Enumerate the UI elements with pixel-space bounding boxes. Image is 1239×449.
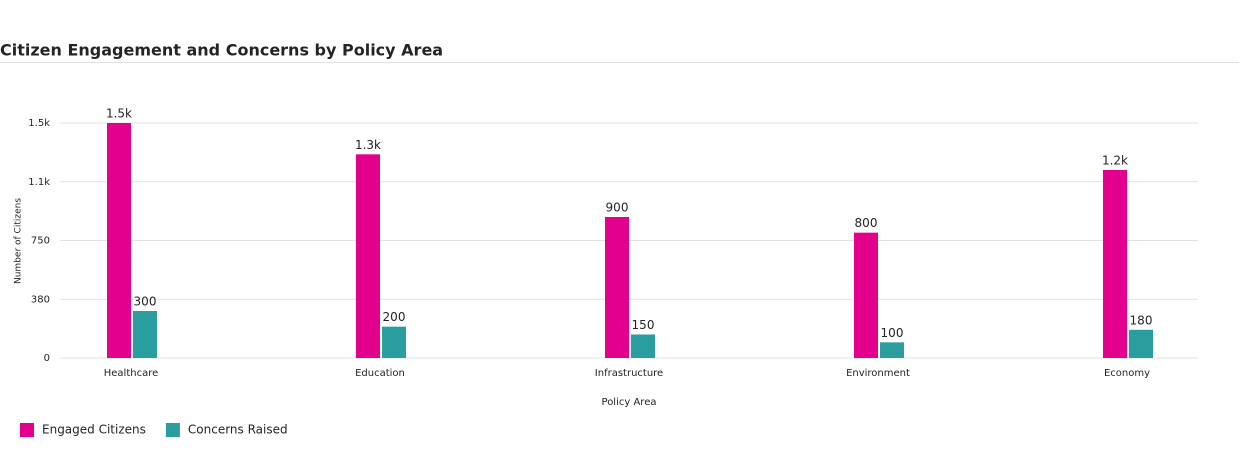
legend-label: Concerns Raised (188, 423, 288, 437)
bar (356, 154, 380, 358)
value-label: 300 (134, 295, 157, 309)
legend-label: Engaged Citizens (42, 423, 146, 437)
bar (1103, 170, 1127, 358)
value-label: 1.3k (355, 138, 381, 152)
bar (631, 334, 655, 358)
x-tick-label: Economy (1104, 368, 1150, 379)
bar (854, 232, 878, 358)
value-label: 100 (881, 326, 904, 340)
x-axis-title: Policy Area (602, 397, 657, 408)
legend-swatch (165, 423, 180, 437)
value-label: 1.5k (106, 107, 132, 121)
y-tick-label: 380 (31, 294, 50, 305)
y-tick-label: 1.5k (28, 118, 50, 129)
x-tick-label: Infrastructure (595, 368, 663, 379)
value-label: 180 (1130, 313, 1153, 327)
value-label: 1.2k (1102, 154, 1128, 168)
value-label: 800 (855, 216, 878, 230)
value-label: 200 (383, 310, 406, 324)
bar (107, 123, 131, 358)
bar (605, 217, 629, 358)
legend-swatch (20, 423, 34, 437)
bar (880, 342, 904, 358)
bar (382, 326, 406, 358)
y-tick-label: 1.1k (28, 177, 50, 188)
bar (133, 311, 157, 358)
x-tick-label: Environment (846, 368, 910, 379)
x-tick-label: Education (355, 368, 405, 379)
x-tick-label: Healthcare (104, 368, 159, 379)
bar (1129, 329, 1153, 358)
y-axis-title: Number of Citizens (14, 198, 24, 284)
value-label: 900 (606, 201, 629, 215)
y-tick-label: 750 (31, 236, 50, 247)
value-label: 150 (632, 318, 655, 332)
chart-title: Citizen Engagement and Concerns by Polic… (0, 41, 443, 60)
y-tick-label: 0 (44, 353, 50, 364)
